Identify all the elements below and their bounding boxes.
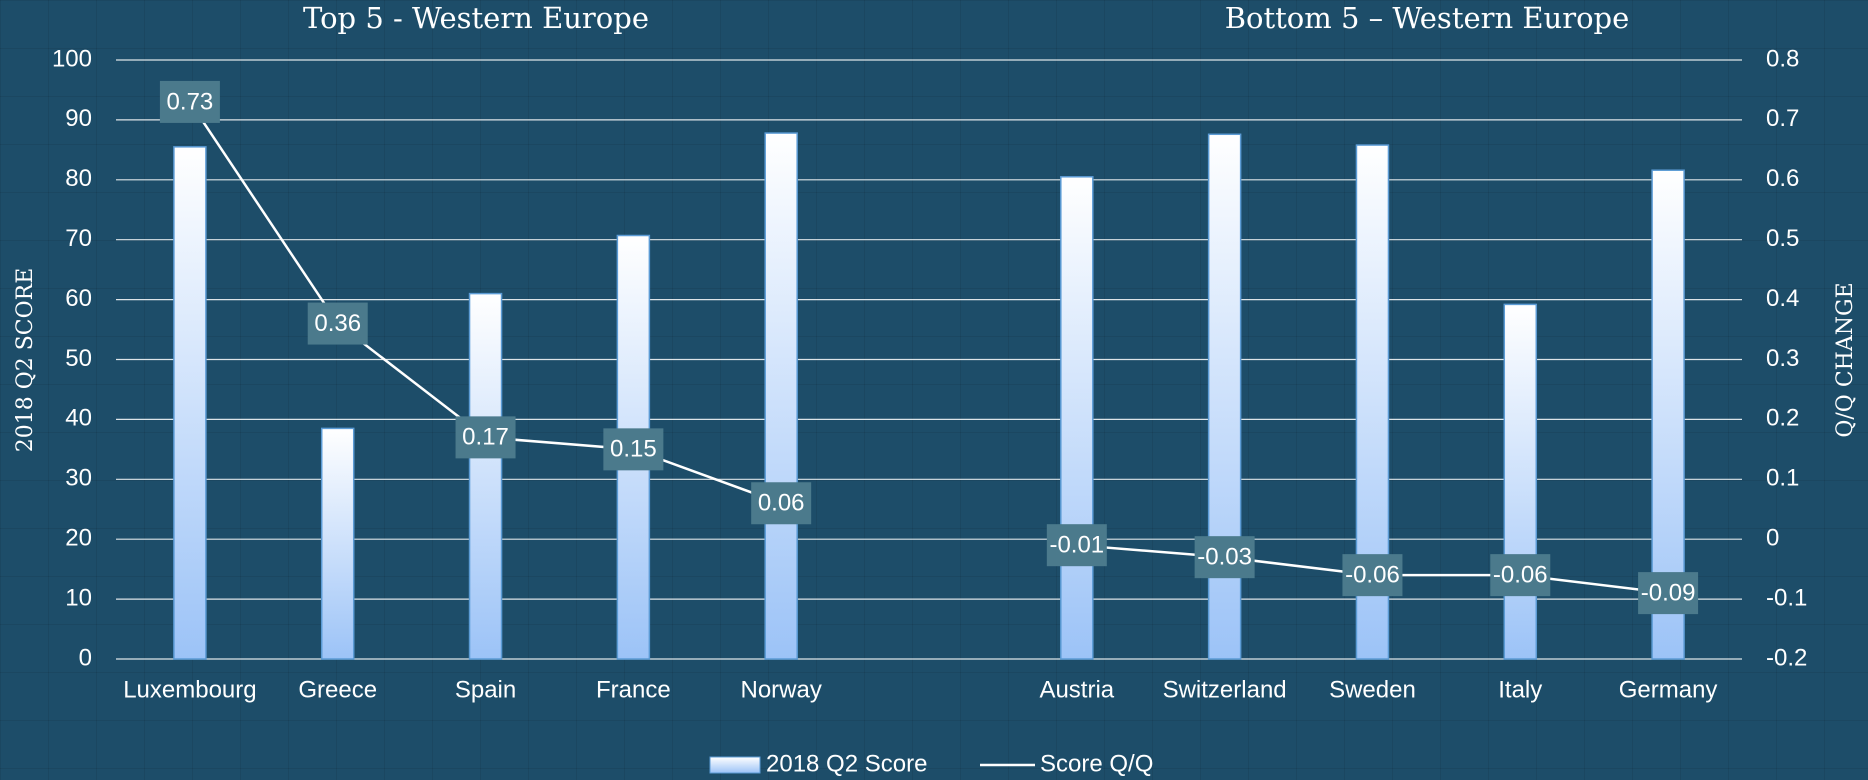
chart-title: Bottom 5 – Western Europe (1225, 1, 1630, 35)
legend-label: Score Q/Q (1040, 750, 1153, 777)
bar (1207, 133, 1242, 660)
line (188, 101, 1669, 595)
y2-tick-label: 0.7 (1766, 105, 1799, 132)
y-tick-label: 70 (65, 225, 92, 252)
y-tick-label: 30 (65, 465, 92, 492)
y2-tick-label: 0 (1766, 525, 1779, 552)
x-tick-label: Norway (741, 676, 822, 703)
x-tick-label: Sweden (1329, 676, 1416, 703)
x-tick-label: Luxembourg (123, 676, 256, 703)
data-label: -0.06 (1345, 561, 1400, 588)
x-tick-label: Italy (1498, 676, 1542, 703)
bar (320, 427, 355, 660)
legend-swatch (709, 756, 761, 774)
bar (764, 132, 798, 660)
bar (1503, 303, 1538, 660)
data-label-box (1194, 536, 1255, 579)
data-label: 0.15 (610, 436, 657, 463)
y2-tick-label: 0.2 (1766, 405, 1799, 432)
y-tick-label: 60 (65, 285, 92, 312)
y-tick-label: 100 (52, 45, 92, 72)
bar (468, 292, 503, 660)
data-label: -0.06 (1493, 561, 1548, 588)
y2-tick-label: 0.1 (1766, 465, 1799, 492)
y2-axis-label: Q/Q CHANGE (1833, 282, 1858, 437)
x-tick-label: Germany (1619, 676, 1718, 703)
y2-tick-label: 0.6 (1766, 165, 1799, 192)
data-label-box (159, 80, 220, 123)
x-tick-label: France (596, 676, 671, 703)
data-label-box (1638, 572, 1699, 615)
data-label: 0.06 (758, 490, 805, 517)
y2-tick-label: 0.4 (1766, 285, 1799, 312)
chart-title: Top 5 - Western Europe (303, 1, 649, 35)
y-axis-label: 2018 Q2 SCORE (13, 268, 38, 453)
y-tick-label: 10 (65, 584, 92, 611)
bar (173, 146, 207, 660)
data-label-box (1342, 554, 1403, 597)
y2-tick-label: 0.8 (1766, 45, 1799, 72)
y2-tick-label: -0.2 (1766, 644, 1807, 671)
y2-tick-label: -0.1 (1766, 584, 1807, 611)
y2-tick-label: 0.3 (1766, 345, 1799, 372)
y-tick-label: 80 (65, 165, 92, 192)
data-label: -0.01 (1049, 532, 1104, 559)
x-tick-label: Austria (1039, 676, 1114, 703)
y-tick-label: 90 (65, 105, 92, 132)
data-label-box (1490, 554, 1551, 597)
x-tick-label: Spain (455, 676, 516, 703)
y-tick-label: 20 (65, 525, 92, 552)
data-label: -0.03 (1197, 544, 1252, 571)
data-label: 0.73 (167, 88, 214, 115)
x-tick-label: Greece (298, 676, 377, 703)
bar (1060, 176, 1094, 660)
data-label-box (751, 482, 812, 525)
data-label-box (1046, 524, 1107, 567)
data-label: 0.17 (462, 424, 509, 451)
x-tick-label: Switzerland (1163, 676, 1287, 703)
y-tick-label: 0 (79, 644, 92, 671)
data-label-box (603, 428, 664, 471)
data-label: -0.09 (1641, 579, 1696, 606)
legend-label: 2018 Q2 Score (766, 750, 927, 777)
y-tick-label: 50 (65, 345, 92, 372)
data-label-box (307, 302, 368, 345)
y2-tick-label: 0.5 (1766, 225, 1799, 252)
data-label-box (455, 416, 516, 459)
y-tick-label: 40 (65, 405, 92, 432)
data-label: 0.36 (314, 310, 361, 337)
